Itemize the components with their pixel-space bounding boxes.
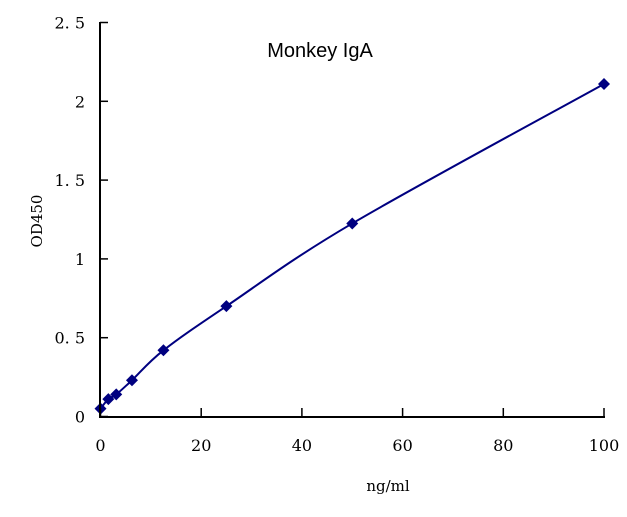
diamond-marker	[220, 300, 233, 313]
x-tick-label: 60	[392, 436, 412, 455]
diamond-marker	[102, 393, 115, 406]
y-tick-label: 1	[75, 250, 85, 269]
x-tick-label: 40	[292, 436, 312, 455]
fit-curve	[99, 83, 605, 410]
y-tick-label: 1. 5	[54, 171, 85, 190]
y-tick-label: 0. 5	[54, 329, 85, 348]
y-tick-label: 0	[75, 408, 85, 427]
diamond-marker	[125, 374, 138, 387]
diamond-marker	[598, 77, 610, 90]
axes: 0 0. 5 1 1. 5 2 2. 5 0 20 40 60 80 100	[54, 14, 619, 456]
chart-title: Monkey IgA	[267, 40, 373, 62]
diamond-marker	[346, 217, 359, 230]
x-axis-ticks: 0 20 40 60 80 100	[95, 408, 619, 455]
diamond-marker	[110, 388, 123, 401]
x-tick-label: 20	[191, 436, 211, 455]
x-tick-label: 100	[589, 436, 620, 455]
y-axis-title: OD450	[28, 195, 46, 248]
x-axis-title: ng/ml	[366, 477, 410, 495]
x-tick-label: 80	[493, 436, 513, 455]
y-axis-ticks: 0 0. 5 1 1. 5 2 2. 5	[54, 14, 108, 427]
data-markers	[94, 77, 610, 415]
x-tick-label: 0	[95, 436, 105, 455]
y-tick-label: 2	[75, 92, 85, 111]
diamond-marker	[157, 344, 170, 357]
y-tick-label: 2. 5	[54, 14, 85, 33]
plot-area	[94, 77, 610, 415]
